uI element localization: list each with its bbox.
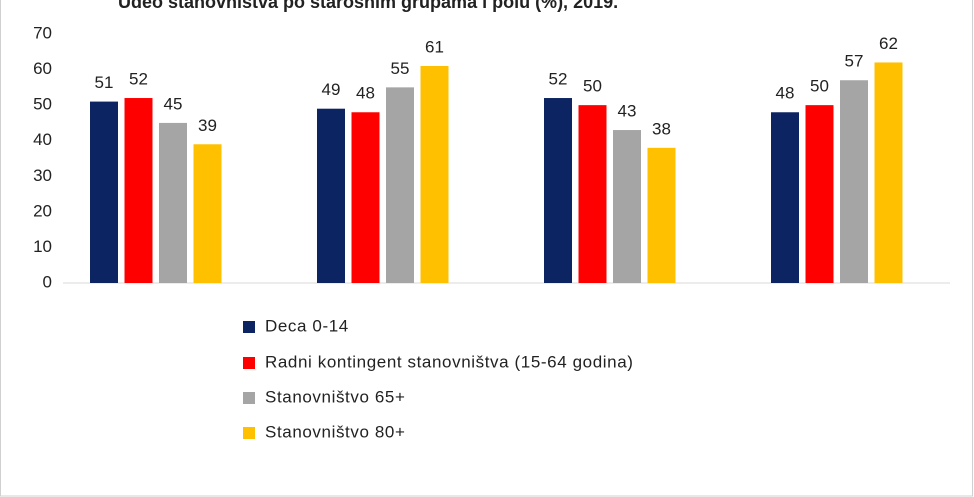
- bar: [193, 144, 222, 283]
- bar: [124, 98, 153, 284]
- data-label: 43: [618, 102, 637, 121]
- y-tick-label: 10: [33, 237, 52, 256]
- data-label: 50: [810, 77, 829, 96]
- bar: [420, 66, 449, 283]
- bar: [386, 87, 414, 283]
- y-tick-label: 40: [33, 130, 52, 149]
- data-label: 61: [425, 37, 444, 56]
- legend-swatch: [243, 427, 255, 439]
- data-label: 45: [164, 94, 183, 113]
- data-label: 49: [322, 80, 341, 99]
- data-label: 48: [356, 84, 375, 103]
- bar: [578, 105, 607, 284]
- legend-swatch: [243, 321, 255, 333]
- data-label: 52: [549, 70, 568, 89]
- data-label: 38: [652, 119, 671, 138]
- y-tick-label: 0: [43, 272, 52, 291]
- bar: [544, 98, 572, 284]
- y-tick-label: 20: [33, 201, 52, 220]
- bar: [874, 62, 903, 284]
- data-label: 50: [583, 77, 602, 96]
- legend-swatch: [243, 357, 255, 369]
- bar: [317, 108, 345, 283]
- legend-swatch: [243, 392, 255, 404]
- legend-label: Stanovništvo 65+: [265, 387, 406, 406]
- bar: [647, 147, 676, 283]
- bar: [840, 80, 868, 283]
- legend-label: Stanovništvo 80+: [265, 422, 406, 441]
- data-label: 57: [845, 52, 864, 71]
- y-tick-label: 30: [33, 166, 52, 185]
- legend-label: Deca 0-14: [265, 316, 349, 335]
- data-label: 55: [391, 59, 410, 78]
- chart-title: Udeo stanovništva po starosnim grupama i…: [118, 0, 618, 12]
- bar: [159, 122, 187, 283]
- data-label: 62: [879, 34, 898, 53]
- bar: [613, 130, 641, 283]
- bar: [805, 105, 834, 284]
- bar: [351, 112, 380, 283]
- data-label: 51: [95, 73, 114, 92]
- legend-label: Radni kontingent stanovništva (15-64 god…: [265, 352, 634, 371]
- y-tick-label: 50: [33, 95, 52, 114]
- data-label: 52: [129, 70, 148, 89]
- bar: [771, 112, 799, 283]
- data-label: 39: [198, 116, 217, 135]
- y-tick-label: 70: [33, 23, 52, 42]
- data-label: 48: [776, 84, 795, 103]
- y-tick-label: 60: [33, 59, 52, 78]
- bar: [90, 101, 118, 283]
